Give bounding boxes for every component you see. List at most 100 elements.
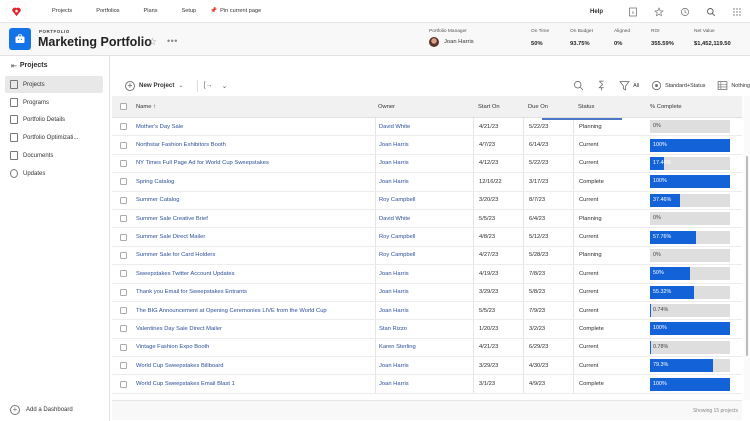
nav-portfolios[interactable]: Portfolios	[96, 8, 120, 14]
project-name-link[interactable]: Sweepstakes Twitter Account Updates	[136, 270, 235, 277]
row-checkbox[interactable]	[119, 325, 127, 333]
table-row[interactable]: Northstar Fashion Exhibitors Booth Joan …	[112, 136, 742, 155]
row-checkbox[interactable]	[119, 380, 127, 388]
export-button[interactable]: [→ ⌄	[204, 82, 228, 90]
owner-link[interactable]: Joan Harris	[375, 357, 473, 375]
table-row[interactable]: Valentines Day Sale Direct Mailer Stan R…	[112, 320, 742, 339]
new-project-button[interactable]: + New Project ⌄	[125, 80, 184, 91]
owner-link[interactable]: Roy Campbell	[375, 228, 473, 246]
column-owner[interactable]: Owner	[378, 103, 396, 110]
list-search-button[interactable]	[573, 80, 584, 91]
project-name-link[interactable]: NY Times Full Page Ad for World Cup Swee…	[136, 160, 269, 167]
owner-link[interactable]: Joan Harris	[375, 173, 473, 191]
table-row[interactable]: The BIG Announcement at Opening Ceremoni…	[112, 301, 742, 321]
table-row[interactable]: Summer Sale Direct Mailer Roy Campbell 4…	[112, 228, 742, 247]
view-button[interactable]: Standard+Status	[651, 80, 705, 91]
row-checkbox[interactable]	[119, 307, 127, 315]
table-row[interactable]: Vintage Fashion Expo Booth Karen Sterlin…	[112, 338, 742, 358]
project-name-link[interactable]: Summer Catalog	[136, 197, 180, 204]
column-start-on[interactable]: Start On	[478, 103, 500, 110]
table-row[interactable]: World Cup Sweepstakes Email Blast 1 Joan…	[112, 375, 742, 394]
project-name-link[interactable]: The BIG Announcement at Opening Ceremoni…	[136, 307, 327, 314]
table-scrollbar[interactable]	[744, 96, 750, 400]
table-row[interactable]: Thank you Email for Sweepstakes Entrants…	[112, 283, 742, 302]
scrollbar-thumb[interactable]	[746, 156, 748, 356]
table-row[interactable]: Summer Sale for Card Holders Roy Campbel…	[112, 246, 742, 266]
help-link[interactable]: Help	[589, 8, 603, 15]
more-options-icon[interactable]: •••	[167, 36, 178, 46]
search-icon[interactable]	[698, 7, 724, 17]
row-checkbox[interactable]	[119, 270, 127, 278]
owner-link[interactable]: David White	[375, 209, 473, 228]
row-checkbox[interactable]	[119, 159, 127, 167]
percent-complete-bar: 0.78%	[650, 340, 730, 354]
nav-plans[interactable]: Plans	[143, 8, 158, 14]
project-name-link[interactable]: Spring Catalog	[136, 178, 175, 185]
sort-button[interactable]	[596, 80, 607, 91]
owner-link[interactable]: Joan Harris	[375, 265, 473, 283]
owner-link[interactable]: Joan Harris	[375, 301, 473, 320]
row-checkbox[interactable]	[119, 288, 127, 296]
grouping-button[interactable]: Nothing	[717, 80, 750, 91]
row-checkbox[interactable]	[119, 196, 127, 204]
table-row[interactable]: Mother's Day Sale David White 4/21/23 5/…	[112, 118, 742, 137]
sidebar-item-projects[interactable]: Projects	[5, 76, 103, 93]
shortcuts-icon[interactable]: S	[620, 7, 646, 17]
table-row[interactable]: Spring Catalog Joan Harris 12/16/22 3/17…	[112, 173, 742, 192]
row-checkbox[interactable]	[119, 141, 127, 149]
table-row[interactable]: Sweepstakes Twitter Account Updates Joan…	[112, 265, 742, 284]
owner-link[interactable]: Karen Sterling	[375, 338, 473, 357]
project-name-link[interactable]: Thank you Email for Sweepstakes Entrants	[136, 289, 247, 296]
sidebar-item-programs[interactable]: Programs	[5, 94, 103, 111]
sidebar-item-documents[interactable]: Documents	[5, 147, 103, 164]
table-row[interactable]: Summer Catalog Roy Campbell 3/20/23 8/7/…	[112, 191, 742, 210]
column-percent-complete[interactable]: % Complete	[650, 103, 682, 110]
row-checkbox[interactable]	[119, 251, 127, 259]
recent-history-icon[interactable]	[672, 7, 698, 17]
column-name[interactable]: Name ↑	[136, 103, 156, 110]
row-checkbox[interactable]	[119, 123, 127, 131]
project-name-link[interactable]: Mother's Day Sale	[136, 123, 184, 130]
filter-button[interactable]: All	[619, 80, 639, 91]
favorite-star-icon[interactable]: ☆	[148, 37, 157, 48]
owner-link[interactable]: Stan Rizzo	[375, 320, 473, 338]
collapse-sidebar-icon[interactable]: ⇤	[11, 62, 17, 70]
owner-link[interactable]: Roy Campbell	[375, 191, 473, 209]
app-grid-icon[interactable]	[724, 7, 750, 17]
favorites-star-icon[interactable]	[646, 6, 672, 17]
nav-setup[interactable]: Setup	[181, 8, 197, 14]
project-name-link[interactable]: Vintage Fashion Expo Booth	[136, 344, 210, 351]
pin-current-page[interactable]: 📌 Pin current page	[210, 8, 261, 14]
project-name-link[interactable]: Summer Sale Direct Mailer	[136, 234, 206, 241]
project-name-link[interactable]: Summer Sale for Card Holders	[136, 252, 216, 259]
row-checkbox[interactable]	[119, 178, 127, 186]
project-name-link[interactable]: World Cup Sweepstakes Billboard	[136, 362, 224, 369]
project-name-link[interactable]: Summer Sale Creative Brief	[136, 215, 208, 222]
owner-link[interactable]: David White	[375, 118, 473, 136]
table-row[interactable]: NY Times Full Page Ad for World Cup Swee…	[112, 154, 742, 174]
sidebar-item-updates[interactable]: Updates	[5, 165, 103, 182]
owner-link[interactable]: Joan Harris	[375, 375, 473, 393]
table-row[interactable]: World Cup Sweepstakes Billboard Joan Har…	[112, 357, 742, 376]
project-name-link[interactable]: Valentines Day Sale Direct Mailer	[136, 325, 222, 332]
select-all-checkbox[interactable]	[119, 103, 127, 110]
project-name-link[interactable]: World Cup Sweepstakes Email Blast 1	[136, 381, 235, 388]
row-checkbox[interactable]	[119, 215, 127, 223]
app-logo[interactable]	[7, 2, 25, 20]
table-row[interactable]: Summer Sale Creative Brief David White 5…	[112, 209, 742, 229]
sidebar-item-portfolio-optimization[interactable]: Portfolio Optimizati...	[5, 129, 103, 146]
owner-link[interactable]: Joan Harris	[375, 283, 473, 301]
row-checkbox[interactable]	[119, 362, 127, 370]
project-name-link[interactable]: Northstar Fashion Exhibitors Booth	[136, 142, 226, 149]
row-checkbox[interactable]	[119, 233, 127, 241]
owner-link[interactable]: Roy Campbell	[375, 246, 473, 265]
nav-projects[interactable]: Projects	[52, 8, 73, 14]
sidebar-item-portfolio-details[interactable]: Portfolio Details	[5, 111, 103, 128]
owner-link[interactable]: Joan Harris	[375, 136, 473, 154]
add-dashboard-button[interactable]: + Add a Dashboard	[10, 405, 73, 415]
owner-link[interactable]: Joan Harris	[375, 154, 473, 173]
column-due-on[interactable]: Due On	[528, 103, 548, 110]
row-checkbox[interactable]	[119, 343, 127, 351]
manager-name[interactable]: Joan Harris	[444, 39, 474, 45]
column-status[interactable]: Status	[578, 103, 595, 110]
